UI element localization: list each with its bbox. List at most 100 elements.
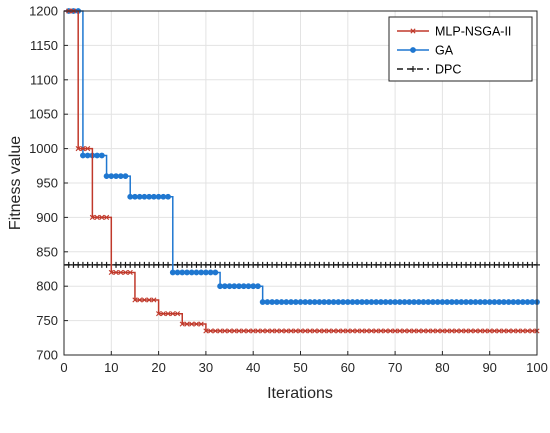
data-point-mlp-nsga-ii [113,269,119,276]
data-point-ga [529,299,536,305]
data-point-ga [240,283,247,290]
data-point-ga [311,299,318,305]
data-point-ga [250,283,257,290]
legend: MLP-NSGA-II GA DPC [388,16,533,82]
data-point-mlp-nsga-ii [184,321,190,327]
data-point-ga [283,299,290,305]
data-point-mlp-nsga-ii [307,328,313,334]
data-point-ga [188,269,195,276]
data-point-mlp-nsga-ii [359,328,365,334]
data-point-mlp-nsga-ii [392,328,398,334]
legend-marker-dpc [410,66,416,72]
data-point-mlp-nsga-ii [293,328,299,334]
data-point-ga [325,299,332,305]
data-point-mlp-nsga-ii [297,328,304,334]
x-tick-label: 10 [104,360,118,375]
data-point-mlp-nsga-ii [316,328,323,334]
data-point-mlp-nsga-ii [264,328,270,334]
data-point-mlp-nsga-ii [397,328,403,334]
data-point-ga [406,299,413,305]
series-mlp-nsga-ii [64,8,540,334]
y-tick-label: 1050 [29,107,58,122]
legend-label-ga: GA [435,44,454,58]
legend-marker-ga [410,47,416,53]
data-point-mlp-nsga-ii [75,146,81,152]
data-point-ga [510,299,517,305]
data-point-ga [198,269,205,276]
data-point-mlp-nsga-ii [245,328,252,334]
data-point-mlp-nsga-ii [477,328,483,334]
data-point-ga [150,193,157,200]
data-point-ga [486,299,493,305]
data-point-ga [496,299,503,305]
data-point-mlp-nsga-ii [94,214,100,220]
data-point-mlp-nsga-ii [373,328,379,334]
data-point-mlp-nsga-ii [472,328,479,334]
data-point-mlp-nsga-ii [487,328,493,334]
data-point-ga [344,299,351,305]
data-point-mlp-nsga-ii [89,214,95,220]
data-point-mlp-nsga-ii [146,297,152,303]
data-point-ga [515,299,521,305]
data-point-mlp-nsga-ii [274,328,280,334]
data-point-mlp-nsga-ii [430,328,436,334]
data-point-mlp-nsga-ii [189,321,195,327]
data-point-ga [193,269,200,276]
x-tick-label: 30 [199,360,213,375]
data-point-ga [136,193,143,200]
data-point-ga [212,269,219,276]
data-point-ga [297,299,304,305]
data-point-mlp-nsga-ii [335,328,341,334]
data-point-mlp-nsga-ii [420,328,427,334]
data-point-ga [307,299,313,305]
y-tick-label: 1100 [30,72,58,87]
x-tick-label: 60 [341,360,355,375]
data-point-ga [330,299,337,305]
data-point-ga [401,299,408,305]
data-point-ga [524,299,531,305]
data-point-ga [217,283,223,290]
legend-marker-mlp-nsga-ii [410,28,416,34]
data-point-mlp-nsga-ii [349,328,356,334]
data-point-ga [103,173,110,180]
data-point-mlp-nsga-ii [383,328,389,334]
data-point-mlp-nsga-ii [160,311,166,317]
data-point-mlp-nsga-ii [515,328,521,334]
data-point-mlp-nsga-ii [331,328,337,334]
y-tick-label: 1200 [29,4,58,19]
data-point-ga [278,299,285,305]
data-point-ga [226,283,233,290]
data-point-ga [236,283,242,290]
y-tick-label: 950 [36,176,58,191]
x-tick-label: 80 [435,360,449,375]
data-point-ga [415,299,422,305]
data-point-mlp-nsga-ii [236,328,242,334]
data-point-ga [396,299,403,305]
data-point-mlp-nsga-ii [444,328,450,334]
data-point-mlp-nsga-ii [524,328,531,334]
data-point-mlp-nsga-ii [260,328,266,334]
data-point-mlp-nsga-ii [193,321,200,327]
data-point-ga [439,299,446,305]
data-point-mlp-nsga-ii [501,328,507,334]
data-point-mlp-nsga-ii [99,214,105,220]
data-point-mlp-nsga-ii [283,328,289,334]
data-point-mlp-nsga-ii [449,328,455,334]
data-point-mlp-nsga-ii [156,311,162,317]
data-point-ga [259,299,266,305]
data-point-ga [430,299,436,305]
x-axis-label: Iterations [267,385,333,402]
data-point-mlp-nsga-ii [354,328,360,334]
data-point-ga [255,283,261,290]
y-tick-label: 700 [36,348,58,363]
data-point-ga [98,152,105,159]
data-point-ga [80,152,86,159]
data-point-mlp-nsga-ii [416,328,422,334]
data-point-mlp-nsga-ii [151,297,157,303]
data-point-ga [363,299,370,305]
data-point-mlp-nsga-ii [425,328,431,334]
data-point-mlp-nsga-ii [179,321,185,327]
data-point-ga [127,193,134,200]
data-point-ga [202,269,209,276]
